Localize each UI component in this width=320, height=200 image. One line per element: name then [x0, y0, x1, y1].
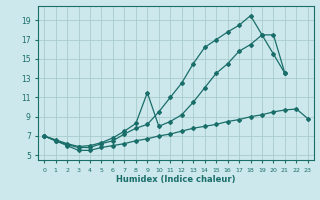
- X-axis label: Humidex (Indice chaleur): Humidex (Indice chaleur): [116, 175, 236, 184]
